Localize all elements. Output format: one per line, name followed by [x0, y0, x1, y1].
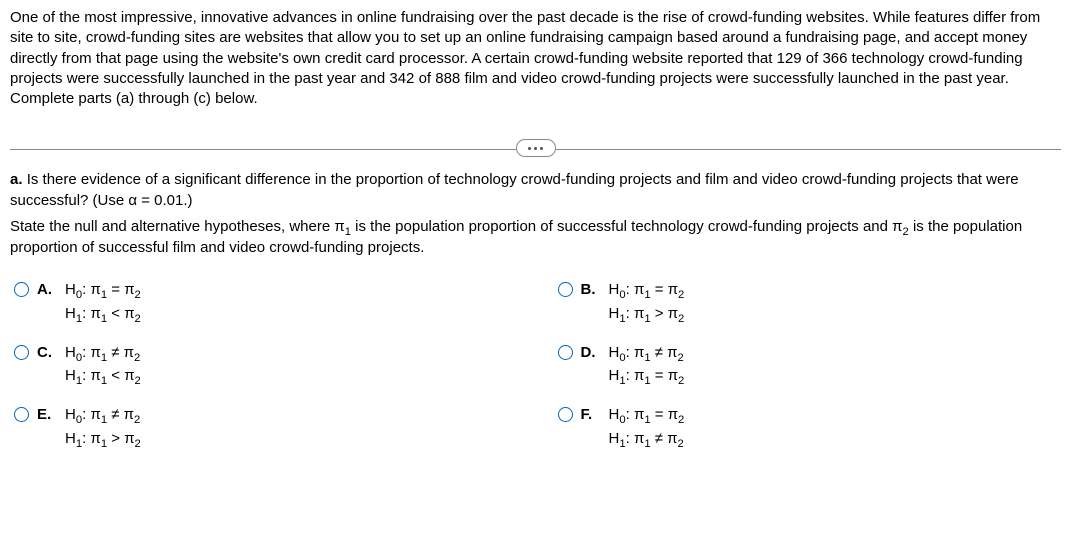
hypothesis-h0: H0: π1 = π2 — [609, 405, 685, 426]
option-letter: C. — [37, 343, 57, 363]
option-body: H0: π1 ≠ π2 H1: π1 < π2 — [65, 343, 141, 388]
option-body: H0: π1 = π2 H1: π1 > π2 — [609, 280, 685, 325]
ellipsis-icon — [540, 147, 543, 150]
option-b[interactable]: B. H0: π1 = π2 H1: π1 > π2 — [558, 280, 1062, 325]
part-a-label: a. — [10, 171, 23, 188]
option-c[interactable]: C. H0: π1 ≠ π2 H1: π1 < π2 — [14, 343, 518, 388]
options-grid: A. H0: π1 = π2 H1: π1 < π2 B. H0: π1 = π… — [10, 280, 1061, 450]
option-letter: B. — [581, 280, 601, 300]
radio-icon[interactable] — [558, 282, 573, 297]
hypothesis-h1: H1: π1 > π2 — [609, 304, 685, 325]
radio-icon[interactable] — [558, 407, 573, 422]
option-f[interactable]: F. H0: π1 = π2 H1: π1 ≠ π2 — [558, 405, 1062, 450]
option-body: H0: π1 ≠ π2 H1: π1 > π2 — [65, 405, 141, 450]
option-letter: F. — [581, 405, 601, 425]
hypothesis-h0: H0: π1 ≠ π2 — [609, 343, 685, 364]
ellipsis-icon — [534, 147, 537, 150]
hypothesis-h1: H1: π1 < π2 — [65, 304, 141, 325]
option-letter: A. — [37, 280, 57, 300]
expand-pill[interactable] — [516, 139, 556, 157]
option-body: H0: π1 = π2 H1: π1 ≠ π2 — [609, 405, 685, 450]
ellipsis-icon — [528, 147, 531, 150]
option-d[interactable]: D. H0: π1 ≠ π2 H1: π1 = π2 — [558, 343, 1062, 388]
option-e[interactable]: E. H0: π1 ≠ π2 H1: π1 > π2 — [14, 405, 518, 450]
q2-mid: is the population proportion of successf… — [351, 218, 903, 235]
part-a-question-1: a. Is there evidence of a significant di… — [10, 170, 1061, 211]
part-a-text-1: Is there evidence of a significant diffe… — [10, 171, 1019, 208]
hypothesis-h1: H1: π1 > π2 — [65, 429, 141, 450]
radio-icon[interactable] — [14, 407, 29, 422]
radio-icon[interactable] — [14, 345, 29, 360]
part-a-question-2: State the null and alternative hypothese… — [10, 217, 1061, 259]
option-letter: E. — [37, 405, 57, 425]
q2-pre: State the null and alternative hypothese… — [10, 218, 345, 235]
hypothesis-h1: H1: π1 ≠ π2 — [609, 429, 685, 450]
intro-paragraph: One of the most impressive, innovative a… — [10, 8, 1061, 109]
radio-icon[interactable] — [14, 282, 29, 297]
option-body: H0: π1 ≠ π2 H1: π1 = π2 — [609, 343, 685, 388]
option-body: H0: π1 = π2 H1: π1 < π2 — [65, 280, 141, 325]
radio-icon[interactable] — [558, 345, 573, 360]
section-divider — [10, 139, 1061, 140]
hypothesis-h1: H1: π1 = π2 — [609, 366, 685, 387]
hypothesis-h0: H0: π1 = π2 — [65, 280, 141, 301]
option-a[interactable]: A. H0: π1 = π2 H1: π1 < π2 — [14, 280, 518, 325]
option-letter: D. — [581, 343, 601, 363]
hypothesis-h1: H1: π1 < π2 — [65, 366, 141, 387]
hypothesis-h0: H0: π1 = π2 — [609, 280, 685, 301]
hypothesis-h0: H0: π1 ≠ π2 — [65, 343, 141, 364]
hypothesis-h0: H0: π1 ≠ π2 — [65, 405, 141, 426]
